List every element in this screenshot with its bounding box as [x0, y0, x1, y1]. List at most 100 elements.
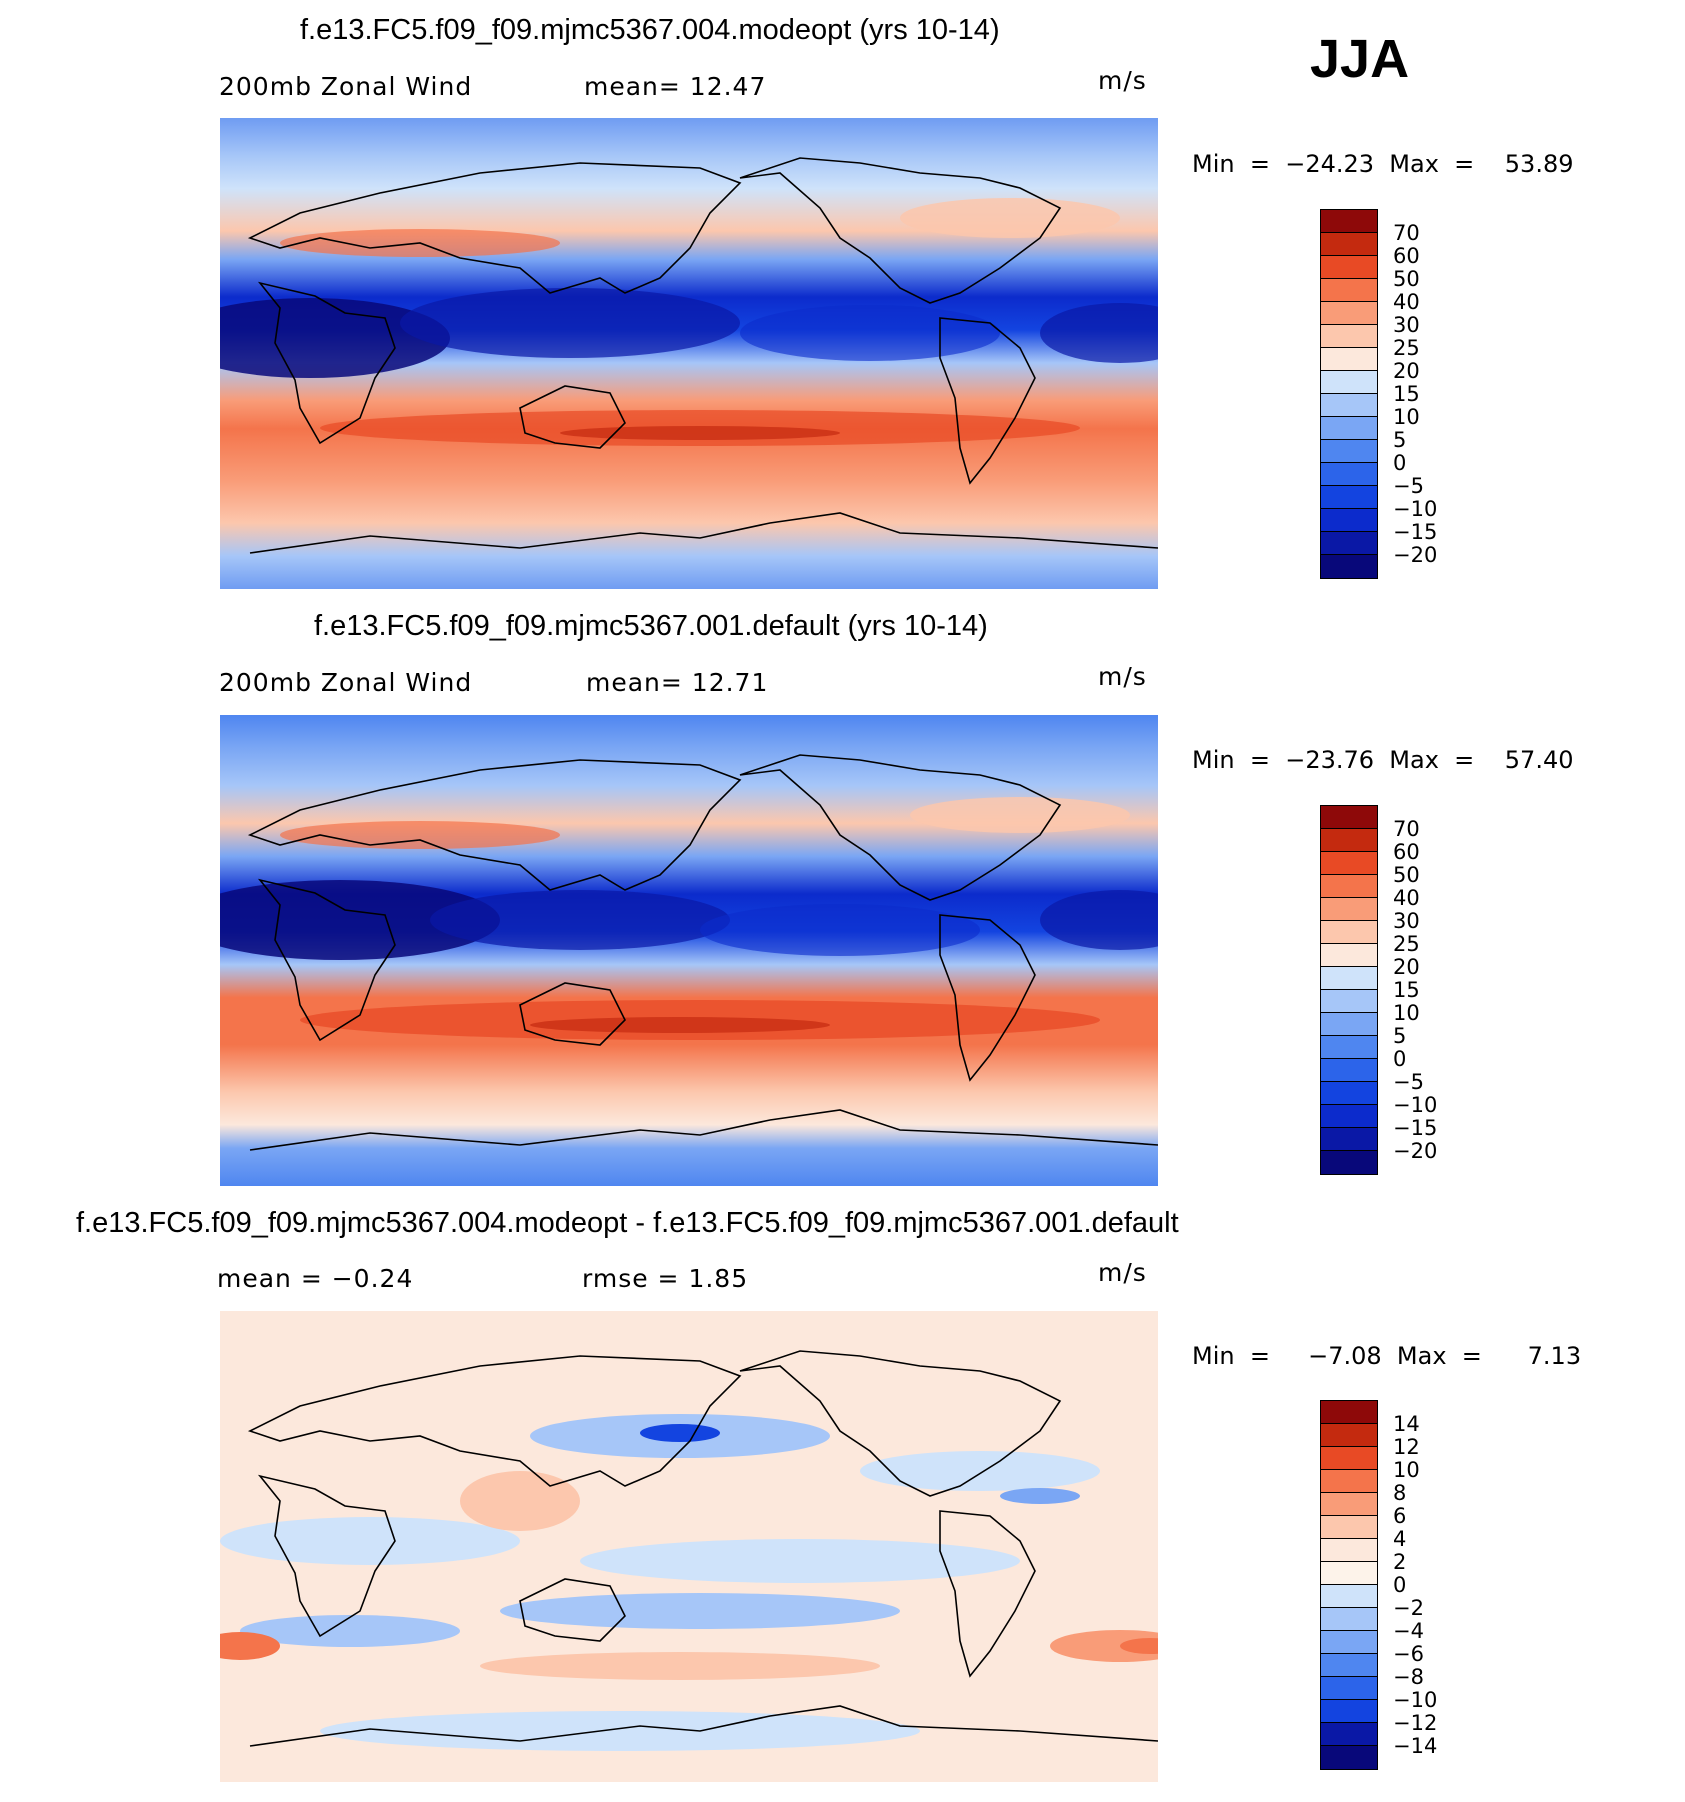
colorbar-tick-label: −4 [1393, 1619, 1424, 1643]
panel2-colorbar-box [1321, 1151, 1377, 1174]
panel3-colorbar-box [1321, 1401, 1377, 1424]
colorbar-tick-label: −10 [1393, 497, 1438, 521]
colorbar-tick-label: 30 [1393, 909, 1420, 933]
panel1-mean-label: mean= 12.47 [584, 72, 767, 101]
panel2-jet-namerica [910, 797, 1130, 833]
panel1-coastlines [247, 157, 1158, 554]
colorbar-tick-label: 15 [1393, 978, 1420, 1002]
colorbar-tick-label: 40 [1393, 886, 1420, 910]
panel2-easterly-core-africa [220, 880, 500, 960]
panel1-variable-label: 200mb Zonal Wind [219, 72, 473, 101]
panel2-colorbar-box [1321, 898, 1377, 921]
season-label: JJA [1310, 29, 1410, 89]
panel2-colorbar-box [1321, 1059, 1377, 1082]
colorbar-tick-label: −5 [1393, 474, 1424, 498]
panel2-variable-label: 200mb Zonal Wind [219, 668, 473, 697]
colorbar-tick-label: −10 [1393, 1093, 1438, 1117]
panel1-colorbar-box [1321, 302, 1377, 325]
panel1-colorbar-box [1321, 555, 1377, 578]
colorbar-tick-label: −2 [1393, 1596, 1424, 1620]
panel1-easterly-core-pacific [740, 305, 1000, 361]
panel2-colorbar-box [1321, 1105, 1377, 1128]
panel1-minmax: Min = −24.23 Max = 53.89 [1192, 150, 1574, 178]
colorbar-tick-label: 40 [1393, 290, 1420, 314]
colorbar-tick-label: 10 [1393, 1001, 1420, 1025]
panel1-colorbar [1320, 209, 1378, 579]
colorbar-tick-label: −14 [1393, 1734, 1438, 1758]
panel2-colorbar-box [1321, 875, 1377, 898]
panel1-colorbar-box [1321, 440, 1377, 463]
colorbar-tick-label: −12 [1393, 1711, 1438, 1735]
panel3-negative-anomaly [580, 1539, 1020, 1583]
panel3-colorbar-box [1321, 1677, 1377, 1700]
panel3-positive-anomaly [1120, 1638, 1158, 1654]
panel2-map [220, 715, 1158, 1186]
panel2-coastlines [247, 754, 1158, 1151]
panel1-colorbar-box [1321, 463, 1377, 486]
panel2-easterly-core-pacific [700, 904, 980, 956]
panel3-negative-anomaly-core [640, 1424, 720, 1442]
panel3-colorbar-box [1321, 1746, 1377, 1769]
panel1-colorbar-box [1321, 279, 1377, 302]
colorbar-tick-label: −15 [1393, 520, 1438, 544]
panel1-jet-max [560, 426, 840, 440]
panel3-colorbar-box [1321, 1654, 1377, 1677]
panel2-units: m/s [1098, 662, 1147, 691]
panel3-colorbar-box [1321, 1631, 1377, 1654]
panel3-colorbar-box [1321, 1470, 1377, 1493]
panel2-colorbar-box [1321, 852, 1377, 875]
panel1-easterly-core-asia [400, 288, 740, 358]
panel3-colorbar-box [1321, 1608, 1377, 1631]
colorbar-tick-label: 10 [1393, 405, 1420, 429]
panel3-negative-anomaly [320, 1711, 920, 1751]
panel1-colorbar-box [1321, 348, 1377, 371]
panel3-positive-anomaly [220, 1632, 280, 1660]
panel1-colorbar-box [1321, 509, 1377, 532]
colorbar-tick-label: −8 [1393, 1665, 1424, 1689]
colorbar-tick-label: 12 [1393, 1435, 1420, 1459]
panel2-colorbar-box [1321, 990, 1377, 1013]
panel2-mean-label: mean= 12.71 [586, 668, 769, 697]
colorbar-tick-label: 14 [1393, 1412, 1420, 1436]
colorbar-tick-label: 2 [1393, 1550, 1407, 1574]
colorbar-tick-label: 60 [1393, 840, 1420, 864]
colorbar-tick-label: 70 [1393, 817, 1420, 841]
panel3-title: f.e13.FC5.f09_f09.mjmc5367.004.modeopt -… [76, 1207, 1179, 1239]
panel2-colorbar [1320, 805, 1378, 1175]
panel3-map [220, 1311, 1158, 1782]
colorbar-tick-label: 6 [1393, 1504, 1407, 1528]
colorbar-tick-label: 5 [1393, 428, 1407, 452]
panel1-colorbar-box [1321, 256, 1377, 279]
panel3-minmax: Min = −7.08 Max = 7.13 [1192, 1342, 1582, 1370]
panel1-colorbar-box [1321, 371, 1377, 394]
panel3-colorbar-box [1321, 1700, 1377, 1723]
colorbar-tick-label: 0 [1393, 1573, 1407, 1597]
panel2-colorbar-box [1321, 967, 1377, 990]
panel1-colorbar-box [1321, 325, 1377, 348]
panel3-negative-anomaly [860, 1451, 1100, 1491]
colorbar-tick-label: 25 [1393, 932, 1420, 956]
panel1-colorbar-box [1321, 233, 1377, 256]
colorbar-tick-label: 50 [1393, 863, 1420, 887]
panel2-colorbar-box [1321, 1082, 1377, 1105]
panel3-positive-anomaly [1050, 1630, 1158, 1662]
colorbar-tick-label: 15 [1393, 382, 1420, 406]
panel1-colorbar-box [1321, 486, 1377, 509]
colorbar-tick-label: 70 [1393, 221, 1420, 245]
panel1-title: f.e13.FC5.f09_f09.mjmc5367.004.modeopt (… [300, 14, 1000, 46]
panel2-colorbar-box [1321, 829, 1377, 852]
panel3-colorbar-box [1321, 1424, 1377, 1447]
panel3-colorbar-box [1321, 1447, 1377, 1470]
panel1-colorbar-box [1321, 417, 1377, 440]
panel2-easterly-core-asia [430, 890, 730, 950]
panel3-negative-anomaly [500, 1593, 900, 1629]
panel1-easterly-core-africa [220, 298, 450, 378]
colorbar-tick-label: 25 [1393, 336, 1420, 360]
panel2-colorbar-box [1321, 1036, 1377, 1059]
panel3-negative-anomaly [240, 1615, 460, 1647]
panel1-colorbar-box [1321, 532, 1377, 555]
panel1-colorbar-box [1321, 210, 1377, 233]
panel2-minmax: Min = −23.76 Max = 57.40 [1192, 746, 1574, 774]
panel1-map [220, 118, 1158, 589]
panel3-negative-anomaly [220, 1517, 520, 1565]
